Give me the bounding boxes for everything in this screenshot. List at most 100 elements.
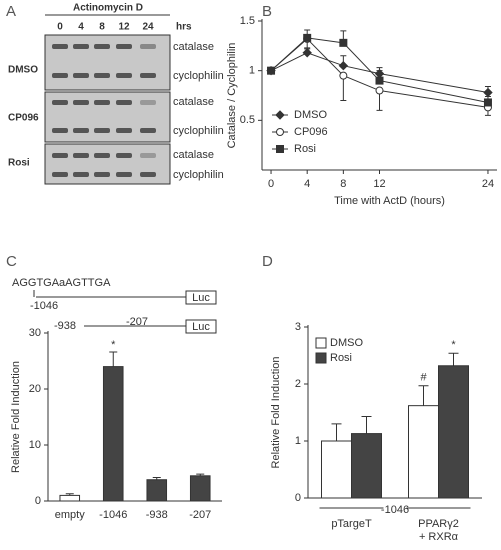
x-tick-label: -938 — [146, 509, 168, 521]
y-axis-title: Relative Fold Induction — [10, 361, 22, 473]
legend-label: CP096 — [294, 126, 328, 138]
y-tick-label: 1.5 — [240, 15, 255, 27]
bar — [102, 366, 124, 502]
bar — [321, 440, 352, 499]
annotation: # — [420, 372, 427, 384]
legend-label: Rosi — [330, 352, 352, 364]
bar — [408, 405, 439, 499]
blot-band-label: catalase — [173, 149, 214, 161]
x-tick-label: empty — [55, 509, 85, 521]
bar — [59, 494, 81, 502]
blot-band-label: catalase — [173, 41, 214, 53]
y-tick-label: 2 — [295, 378, 301, 390]
y-tick-label: 10 — [29, 439, 41, 451]
x-tick-label: -1046 — [99, 509, 127, 521]
error-bar — [418, 385, 429, 406]
error-bar — [109, 351, 118, 367]
y-tick-label: 0 — [295, 492, 301, 504]
x-tick-label: 8 — [340, 178, 346, 190]
x-tick-label: -207 — [189, 509, 211, 521]
panel-letter: A — [6, 3, 16, 20]
blot-bands — [52, 44, 156, 177]
blot: Actinomycin D 0 4 8 12 24 hrs DMSO CP096… — [8, 3, 224, 185]
legend-label: Rosi — [294, 143, 316, 155]
x-tick-label: + RXRα — [419, 531, 459, 543]
panel-letter: C — [6, 253, 17, 270]
blot-band-label: catalase — [173, 96, 214, 108]
reporter-label: Luc — [192, 292, 210, 304]
y-axis-title: Relative Fold Induction — [270, 357, 282, 469]
x-tick-label: 24 — [482, 178, 494, 190]
x-tick-label: 0 — [268, 178, 274, 190]
legend-swatch — [315, 337, 327, 349]
blot-treatment: Rosi — [8, 158, 30, 169]
x-axis-title: Time with ActD (hours) — [334, 195, 445, 207]
blot-time: 24 — [142, 22, 154, 33]
blot-time: 0 — [57, 22, 63, 33]
blot-title: Actinomycin D — [73, 3, 143, 14]
blot-panel — [44, 34, 171, 91]
construct-label: -207 — [126, 316, 148, 328]
bar — [189, 475, 211, 502]
blot-panel — [44, 143, 171, 185]
bar — [351, 433, 382, 499]
blot-band-label: cyclophilin — [173, 169, 224, 181]
y-tick-label: 0.5 — [240, 114, 255, 126]
panel-letter: D — [262, 253, 273, 270]
blot-band-label: cyclophilin — [173, 70, 224, 82]
legend-label: DMSO — [294, 109, 327, 121]
x-tick-label: 4 — [304, 178, 310, 190]
blot-treatment: CP096 — [8, 113, 39, 124]
annotation: * — [451, 339, 456, 351]
legend-marker — [276, 128, 284, 136]
x-tick-label: PPARγ2 — [418, 518, 459, 530]
y-axis-title: Catalase / Cyclophilin — [226, 43, 238, 149]
y-tick-label: 20 — [29, 383, 41, 395]
legend-marker — [276, 145, 284, 153]
legend-label: DMSO — [330, 337, 363, 349]
marker — [483, 87, 493, 98]
x-tick-label: pTargeT — [331, 518, 372, 530]
error-bar — [331, 423, 342, 441]
blot-treatment: DMSO — [8, 65, 38, 76]
error-bar — [361, 415, 372, 434]
construct-label: -1046 — [30, 300, 58, 312]
annotation: * — [111, 339, 116, 351]
blot-panel — [44, 91, 171, 143]
blot-unit: hrs — [176, 22, 192, 33]
marker — [339, 71, 348, 80]
marker — [375, 86, 384, 95]
sequence: AGGTGAaAGTTGA — [12, 277, 111, 289]
constructs: AGGTGAaAGTTGA -1046 Luc -938 Luc -207 — [12, 277, 217, 334]
y-tick-label: 3 — [295, 321, 301, 333]
y-tick-label: 1 — [295, 435, 301, 447]
panel-letter: B — [262, 3, 272, 20]
y-tick-label: 30 — [29, 327, 41, 339]
bar — [438, 365, 469, 499]
reporter-label: Luc — [192, 321, 210, 333]
blot-band-label: cyclophilin — [173, 125, 224, 137]
group-label: -1046 — [381, 504, 409, 516]
error-bar — [448, 352, 459, 366]
legend-marker — [275, 110, 285, 120]
legend-swatch — [315, 352, 327, 364]
y-tick-label: 1 — [249, 65, 255, 77]
marker — [375, 76, 384, 85]
blot-time: 12 — [118, 22, 130, 33]
marker — [267, 66, 276, 75]
marker — [302, 48, 312, 58]
reporter-box — [185, 290, 217, 305]
marker — [483, 98, 492, 107]
bar — [146, 479, 168, 502]
blot-time: 4 — [78, 22, 84, 33]
reporter-box — [185, 319, 217, 334]
marker — [303, 33, 312, 42]
error-bar — [340, 75, 347, 101]
construct-label: -938 — [54, 320, 76, 332]
x-tick-label: 12 — [373, 178, 385, 190]
blot-time: 8 — [99, 22, 105, 33]
marker — [339, 38, 348, 47]
y-tick-label: 0 — [35, 495, 41, 507]
marker — [338, 60, 349, 71]
